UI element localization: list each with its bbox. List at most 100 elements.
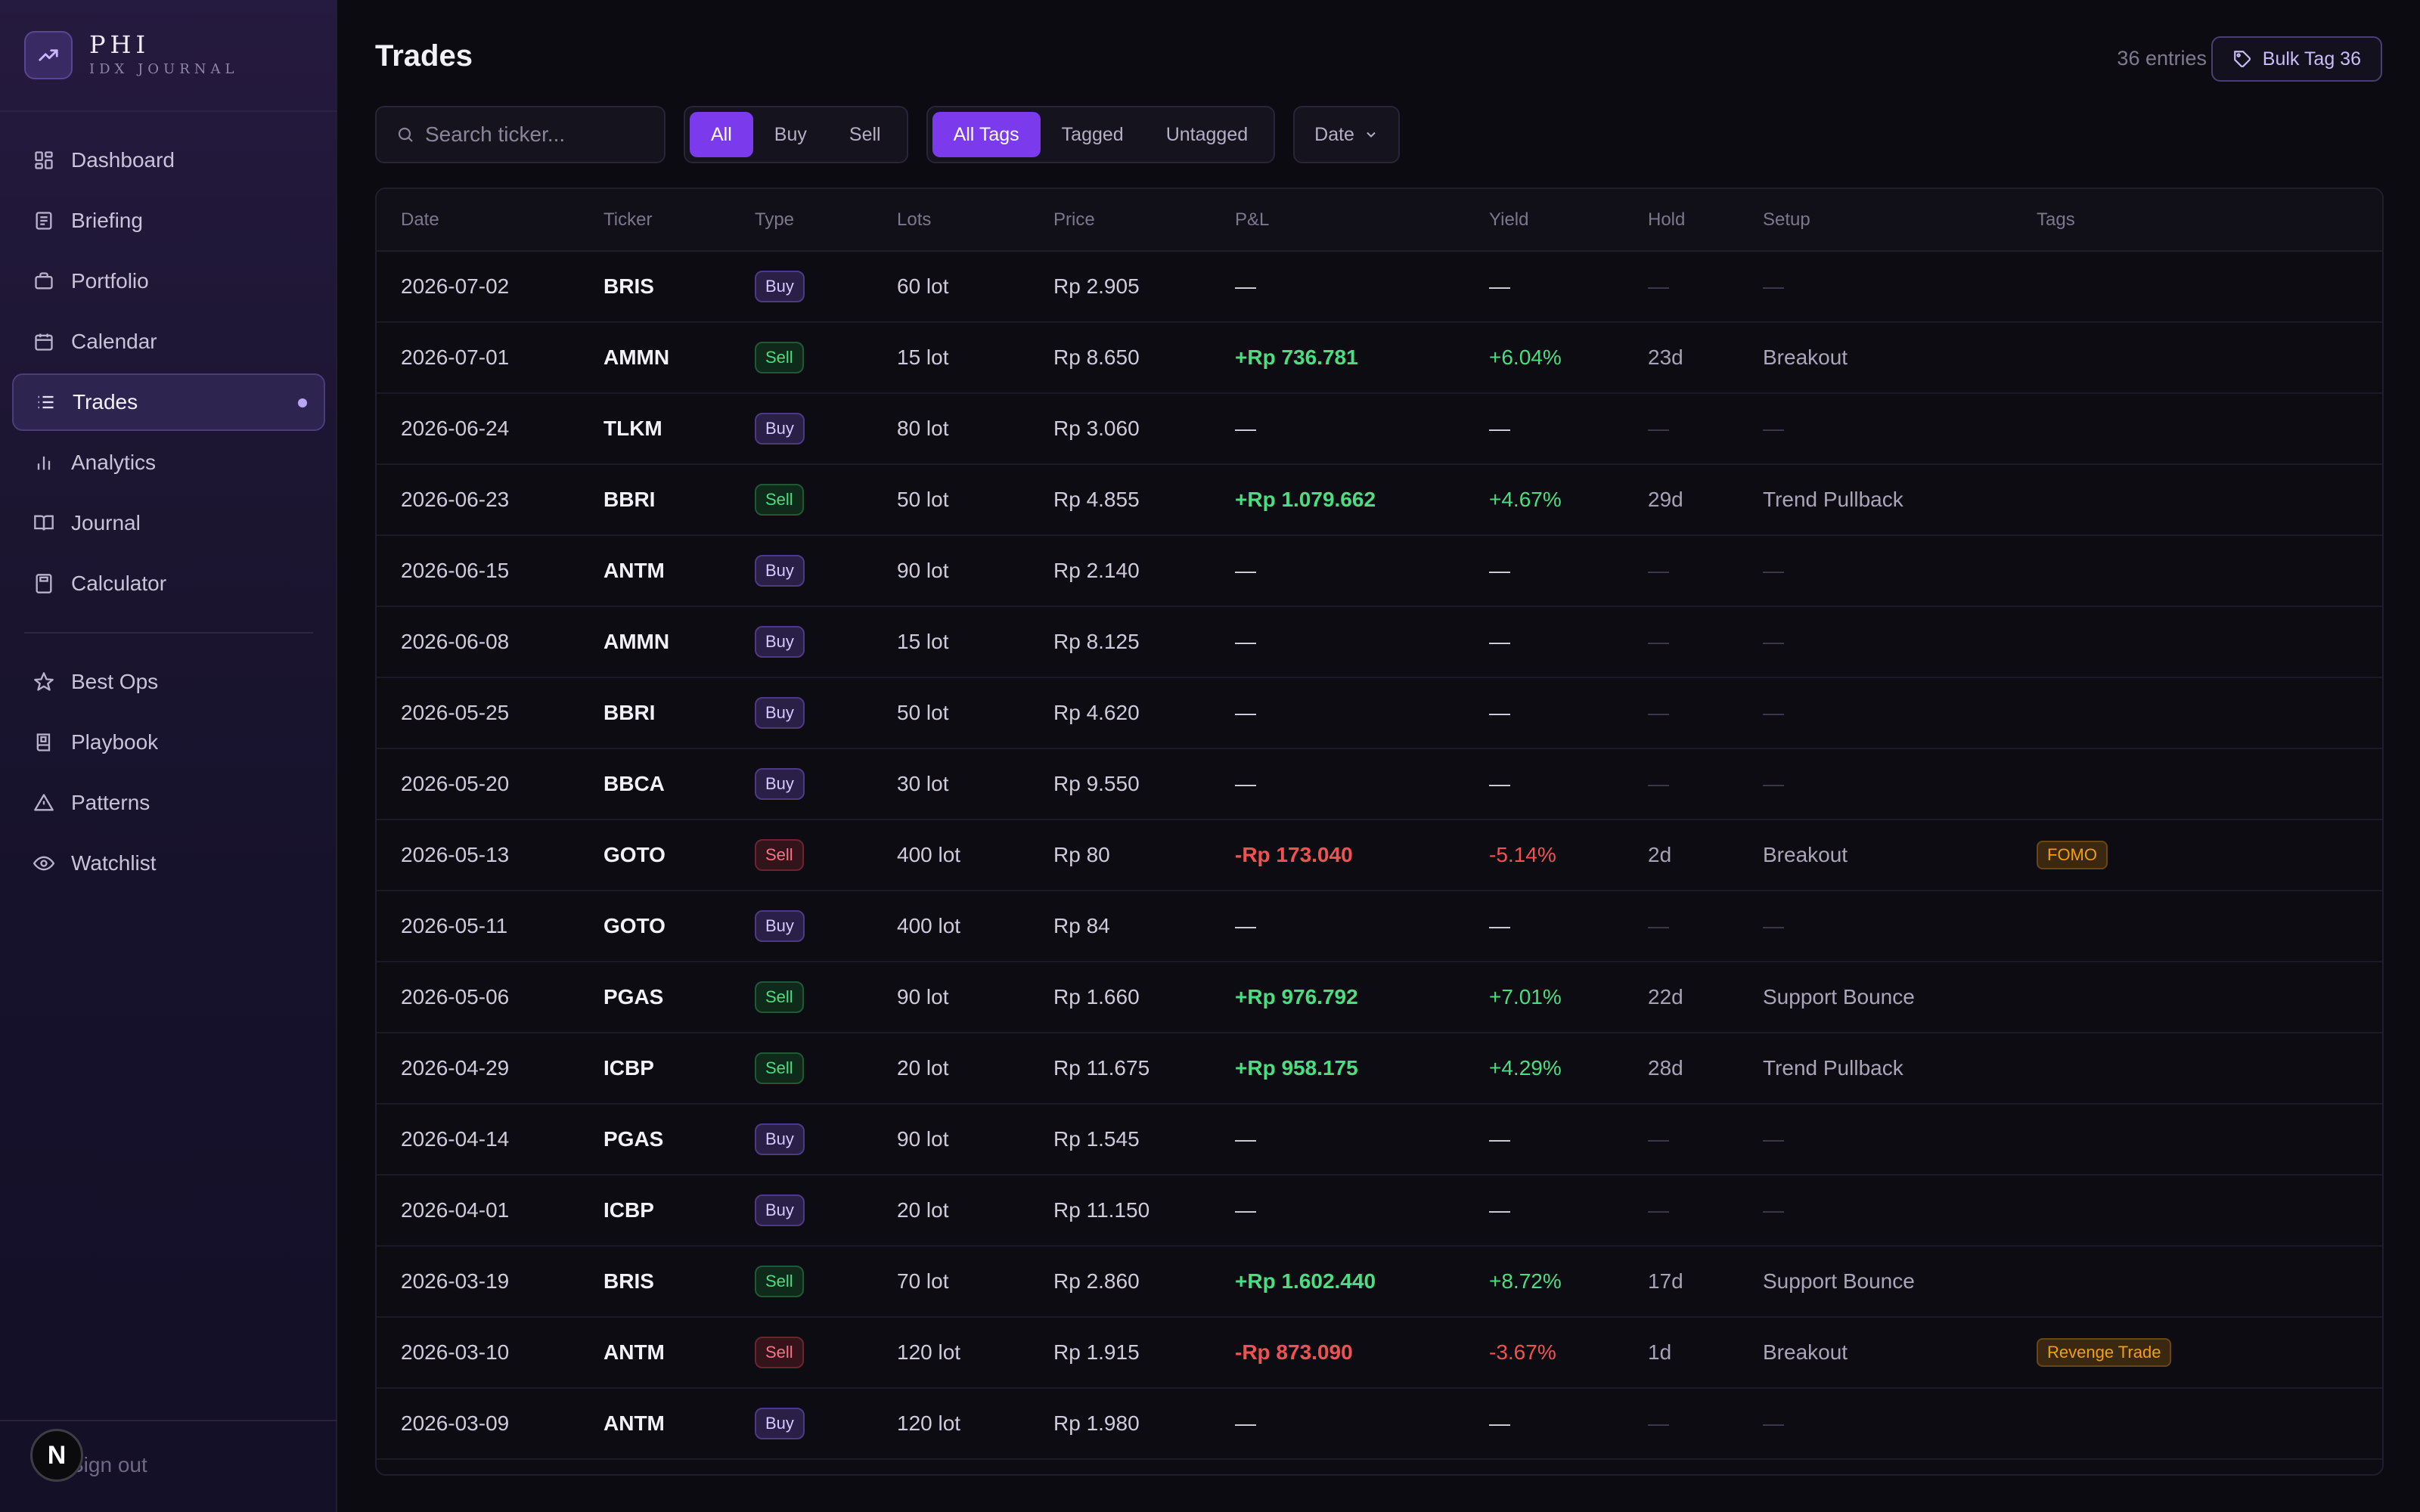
page-title: Trades <box>375 39 473 73</box>
buy-badge: Buy <box>755 555 805 587</box>
date-sort-button[interactable]: Date <box>1293 106 1400 163</box>
cell-lots: 60 lot <box>897 251 1053 323</box>
sidebar-item-label: Playbook <box>71 730 159 754</box>
cell-hold: 28d <box>1648 1033 1763 1105</box>
column-header-type[interactable]: Type <box>755 189 897 252</box>
cell-type: Buy <box>755 251 897 323</box>
n-badge[interactable]: N <box>30 1429 83 1482</box>
column-header-setup[interactable]: Setup <box>1763 189 2037 252</box>
sidebar-item-patterns[interactable]: Patterns <box>12 774 325 832</box>
column-header-lots[interactable]: Lots <box>897 189 1053 252</box>
cell-setup: Trend Pullback <box>1763 464 2037 536</box>
type-filter-buy[interactable]: Buy <box>774 123 807 145</box>
table-row[interactable]: 2026-05-20 BBCA Buy 30 lot Rp 9.550— — — — <box>377 748 2382 820</box>
cell-date: 2026-07-01 <box>377 322 603 394</box>
column-header-yield[interactable]: Yield <box>1489 189 1648 252</box>
type-filter-all[interactable]: All <box>690 112 753 157</box>
cell-type: Buy <box>755 748 897 820</box>
cell-pl: — <box>1235 748 1489 820</box>
cell-date: 2026-03-10 <box>377 1317 603 1389</box>
search-input[interactable] <box>425 122 652 147</box>
table-row[interactable]: 2026-06-08 AMMN Buy 15 lot Rp 8.125— — — — <box>377 606 2382 678</box>
cell-ticker: BBCA <box>603 748 755 820</box>
table-row[interactable]: 2026-04-14 PGAS Buy 90 lot Rp 1.545— — — — <box>377 1104 2382 1176</box>
bulk-tag-button[interactable]: Bulk Tag 36 <box>2211 36 2382 82</box>
cell-price: Rp 11.150 <box>1053 1175 1235 1247</box>
table-row[interactable]: 2026-06-23 BBRI Sell 50 lot Rp 4.855 +Rp 1.07… <box>377 464 2382 536</box>
table-row[interactable]: 2026-03-10 ANTM Sell 120 lot Rp 1.915 -Rp 873… <box>377 1317 2382 1389</box>
date-sort-label: Date <box>1314 123 1354 145</box>
column-header-tags[interactable]: Tags <box>2037 189 2382 252</box>
cell-tags <box>2037 606 2382 678</box>
column-header-hold[interactable]: Hold <box>1648 189 1763 252</box>
cell-price: Rp 1.545 <box>1053 1104 1235 1176</box>
table-row[interactable]: 2026-05-25 BBRI Buy 50 lot Rp 4.620— — — — <box>377 677 2382 749</box>
tag-badge[interactable]: FOMO <box>2037 841 2108 869</box>
search-box[interactable] <box>375 106 666 163</box>
cell-date: 2026-07-02 <box>377 251 603 323</box>
table-row[interactable]: 2026-05-13 GOTO Sell 400 lot Rp 80 -Rp 173.04… <box>377 820 2382 891</box>
type-filter-sell[interactable]: Sell <box>849 123 881 145</box>
column-header-date[interactable]: Date <box>377 189 603 252</box>
sidebar-item-best-ops[interactable]: Best Ops <box>12 653 325 711</box>
table-row[interactable]: 2026-06-15 ANTM Buy 90 lot Rp 2.140— — — — <box>377 535 2382 607</box>
tag-badge[interactable]: Revenge Trade <box>2037 1338 2172 1367</box>
trending-up-icon <box>24 31 73 79</box>
sidebar-item-briefing[interactable]: Briefing <box>12 192 325 249</box>
cell-yield: — <box>1489 251 1648 323</box>
sidebar-item-watchlist[interactable]: Watchlist <box>12 835 325 892</box>
sidebar-item-trades[interactable]: Trades <box>12 373 325 431</box>
cell-yield: — <box>1489 535 1648 607</box>
cell-date: 2026-03-09 <box>377 1388 603 1460</box>
cell-price: Rp 4.855 <box>1053 464 1235 536</box>
sidebar-item-analytics[interactable]: Analytics <box>12 434 325 491</box>
sidebar-item-label: Dashboard <box>71 148 175 172</box>
cell-type: Sell <box>755 1246 897 1318</box>
cell-pl: — <box>1235 891 1489 962</box>
sidebar-item-playbook[interactable]: Playbook <box>12 714 325 771</box>
sidebar-item-label: Watchlist <box>71 851 157 875</box>
cell-yield: — <box>1489 1388 1648 1460</box>
cell-hold: 17d <box>1648 1246 1763 1318</box>
cell-setup: — <box>1763 535 2037 607</box>
table-row[interactable]: 2026-03-09 ANTM Buy 120 lot Rp 1.980— — — — <box>377 1388 2382 1460</box>
sidebar-item-portfolio[interactable]: Portfolio <box>12 253 325 310</box>
cell-price: Rp 1.980 <box>1053 1388 1235 1460</box>
table-row[interactable]: 2026-03-19 BRIS Sell 70 lot Rp 2.860 +Rp 1.60… <box>377 1246 2382 1318</box>
sidebar-item-label: Calculator <box>71 572 167 595</box>
sidebar-item-calculator[interactable]: Calculator <box>12 555 325 612</box>
cell-ticker: ANTM <box>603 535 755 607</box>
cell-lots: 90 lot <box>897 962 1053 1033</box>
cell-setup: — <box>1763 891 2037 962</box>
table-row[interactable]: 2026-04-01 ICBP Buy 20 lot Rp 11.150— — — — <box>377 1175 2382 1247</box>
table-row[interactable]: 2026-07-01 AMMN Sell 15 lot Rp 8.650 +Rp 736.… <box>377 322 2382 394</box>
cell-ticker: GOTO <box>603 820 755 891</box>
table-row[interactable]: 2026-05-06 PGAS Sell 90 lot Rp 1.660 +Rp 976.… <box>377 962 2382 1033</box>
column-header-pl[interactable]: P&L <box>1235 189 1489 252</box>
sell-badge: Sell <box>755 1266 804 1297</box>
tag-filter-tagged[interactable]: Tagged <box>1061 123 1124 145</box>
sidebar-item-dashboard[interactable]: Dashboard <box>12 132 325 189</box>
table-row[interactable]: 2026-04-29 ICBP Sell 20 lot Rp 11.675 +Rp 958… <box>377 1033 2382 1105</box>
cell-date: 2026-06-24 <box>377 393 603 465</box>
tag-filter-untagged[interactable]: Untagged <box>1165 123 1249 145</box>
table-row[interactable]: 2026-07-02 BRIS Buy 60 lot Rp 2.905— — — — <box>377 251 2382 323</box>
table-row[interactable]: 2026-05-11 GOTO Buy 400 lot Rp 84— — — — <box>377 891 2382 962</box>
cell-lots: 120 lot <box>897 1388 1053 1460</box>
cell-setup: Breakout <box>1763 1317 2037 1389</box>
sidebar-item-label: Trades <box>73 390 138 414</box>
cell-pl: — <box>1235 1388 1489 1460</box>
cell-ticker: ANTM <box>603 1388 755 1460</box>
column-header-price[interactable]: Price <box>1053 189 1235 252</box>
sidebar-item-journal[interactable]: Journal <box>12 494 325 552</box>
cell-ticker: PGAS <box>603 962 755 1033</box>
brand-subtitle: IDX JOURNAL <box>89 61 239 77</box>
brand[interactable]: PHI IDX JOURNAL <box>24 30 238 80</box>
column-header-ticker[interactable]: Ticker <box>603 189 755 252</box>
table-row[interactable]: 2026-06-24 TLKM Buy 80 lot Rp 3.060— — — — <box>377 393 2382 465</box>
cell-date: 2026-06-23 <box>377 464 603 536</box>
tag-filter-all-tags[interactable]: All Tags <box>932 112 1041 157</box>
buy-badge: Buy <box>755 910 805 942</box>
nav-divider <box>24 632 313 634</box>
sidebar-item-calendar[interactable]: Calendar <box>12 313 325 370</box>
